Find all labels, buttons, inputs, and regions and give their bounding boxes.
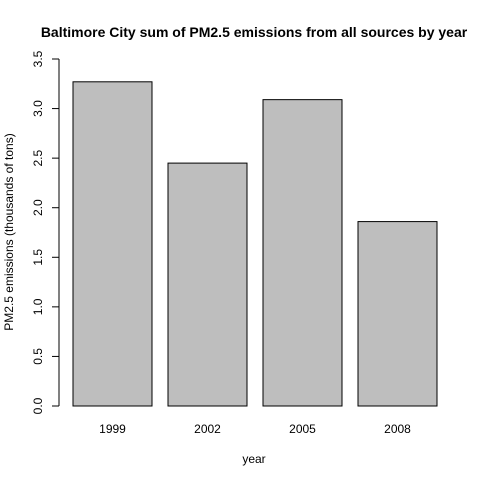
y-tick-label: 3.5 bbox=[31, 50, 45, 67]
x-axis-label: year bbox=[242, 452, 265, 466]
bar-2008 bbox=[357, 221, 438, 407]
y-ticks-group: 0.0 0.5 1.0 1.5 2.0 2.5 3.0 3.5 bbox=[31, 50, 59, 414]
x-tick-label-2002: 2002 bbox=[194, 422, 221, 436]
y-tick-label: 0.5 bbox=[31, 348, 45, 365]
y-tick-label: 2.5 bbox=[31, 149, 45, 166]
chart-title: Baltimore City sum of PM2.5 emissions fr… bbox=[41, 24, 468, 40]
y-tick-label: 1.5 bbox=[31, 249, 45, 266]
x-tick-label-1999: 1999 bbox=[99, 422, 126, 436]
x-tick-label-2005: 2005 bbox=[289, 422, 316, 436]
bar-1999 bbox=[72, 81, 153, 407]
bars-group bbox=[72, 81, 438, 407]
x-labels-group: 1999 2002 2005 2008 bbox=[99, 422, 411, 436]
y-tick-label: 1.0 bbox=[31, 298, 45, 315]
y-axis-label: PM2.5 emissions (thousands of tons) bbox=[2, 133, 16, 330]
y-tick-label: 0.0 bbox=[31, 397, 45, 414]
bar-2005 bbox=[262, 99, 343, 407]
y-tick-label: 2.0 bbox=[31, 199, 45, 216]
x-tick-label-2008: 2008 bbox=[384, 422, 411, 436]
bar-2002 bbox=[167, 162, 248, 407]
y-tick-label: 3.0 bbox=[31, 100, 45, 117]
